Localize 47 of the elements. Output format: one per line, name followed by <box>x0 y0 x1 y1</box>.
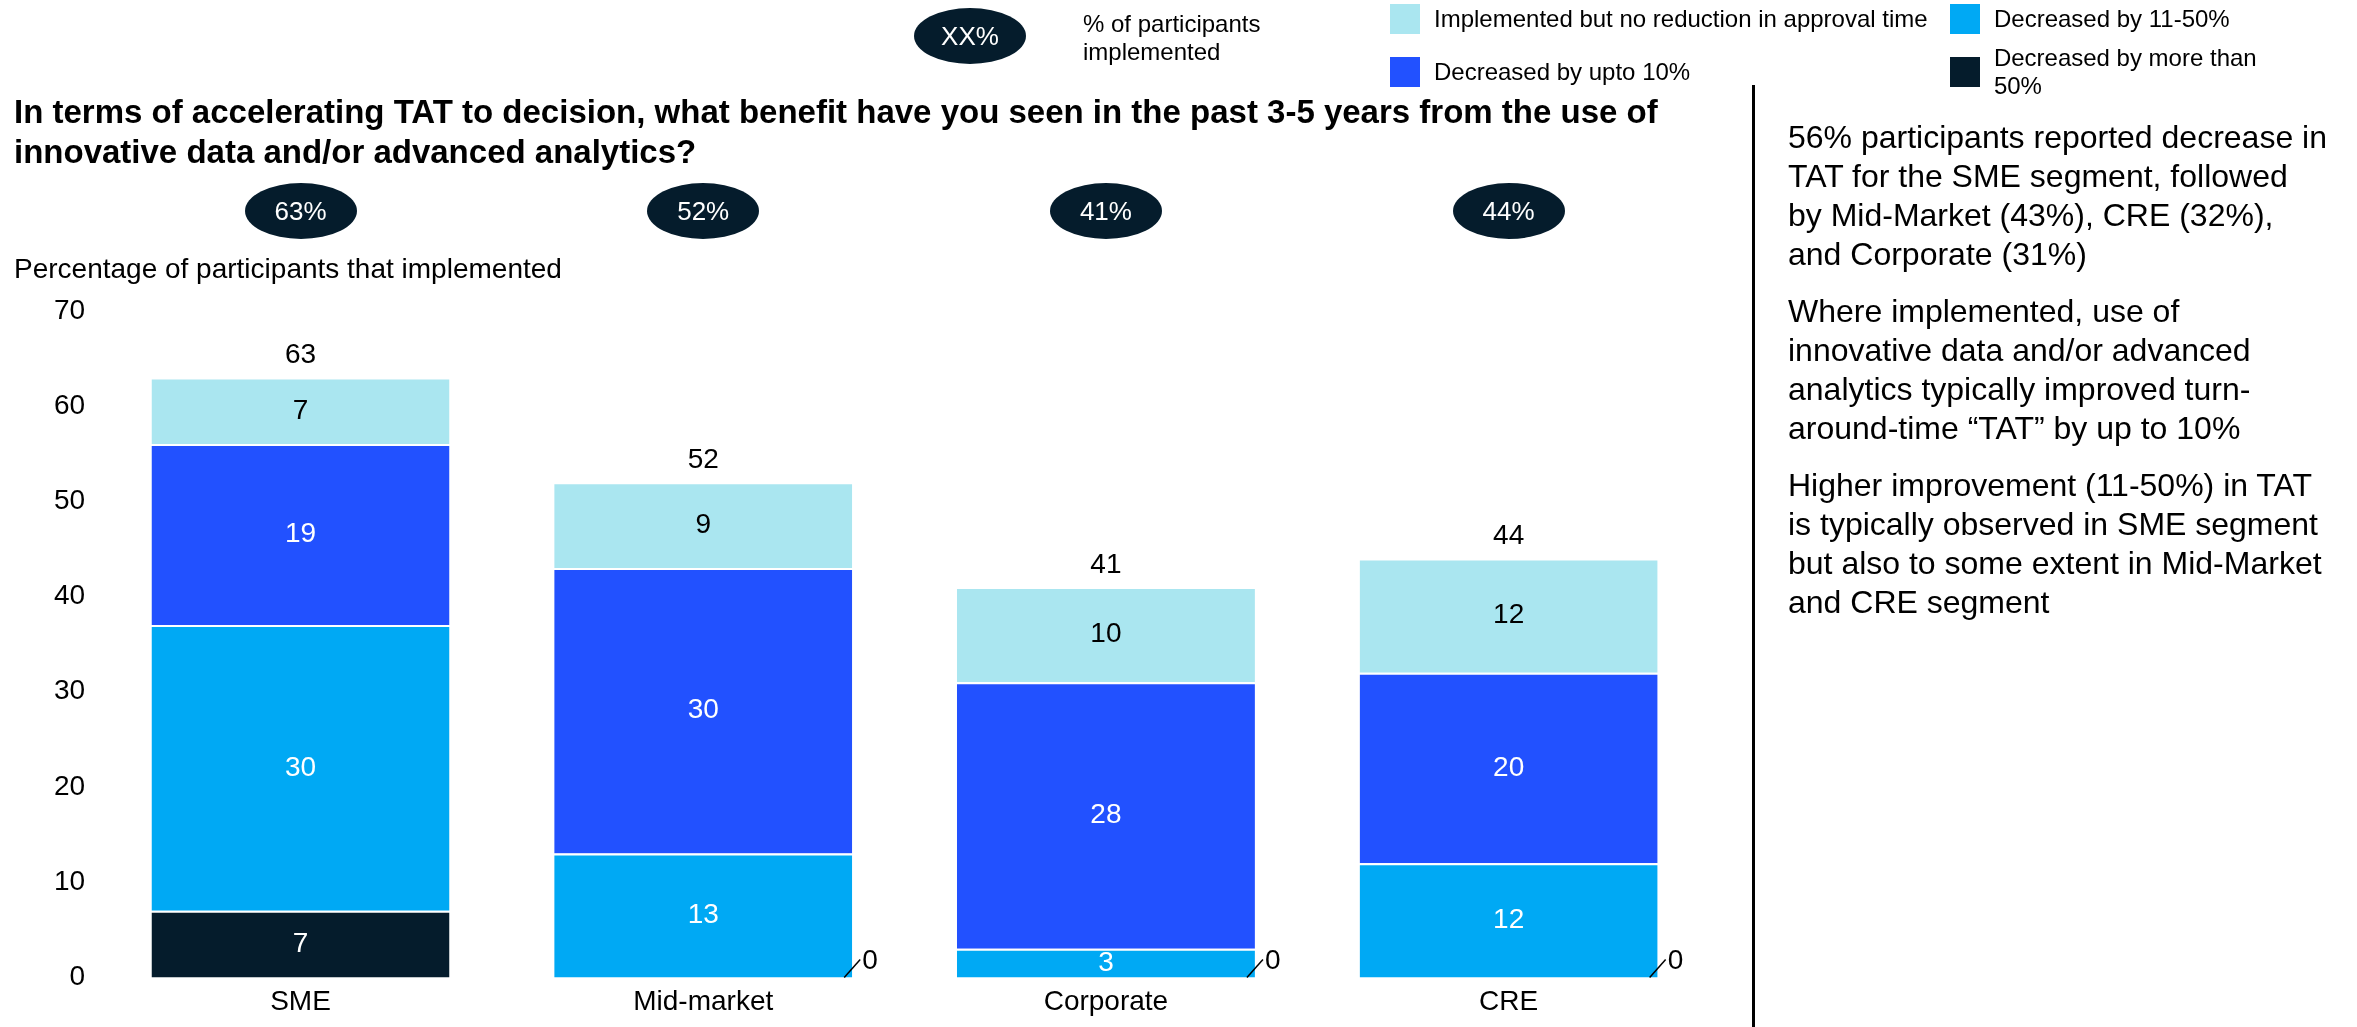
y-tick-label: 20 <box>53 769 86 801</box>
y-tick-label: 0 <box>69 960 86 992</box>
data-label: 7 <box>292 393 309 425</box>
total-label: 52 <box>687 442 719 474</box>
data-label: 12 <box>1493 902 1525 934</box>
text: Higher improvement (11-50%) in TAT is typically observed in SME segment but also to some extent in Mid-Market and CRE segment <box>1788 466 2323 622</box>
x-tick-label: Corporate <box>1043 984 1169 1016</box>
data-label: 30 <box>687 693 719 725</box>
total-label: 63 <box>284 338 317 370</box>
text: 63% <box>244 183 357 239</box>
y-tick-label: 10 <box>53 864 86 896</box>
y-tick-label: 30 <box>53 674 86 706</box>
text: XX% <box>914 8 1026 64</box>
x-tick-label: CRE <box>1479 984 1539 1016</box>
text: 41% <box>1049 183 1162 239</box>
text: % of participants implemented <box>1083 10 1262 66</box>
legend-label: Decreased by more than 50% <box>1993 44 2258 100</box>
data-label: 13 <box>687 898 719 930</box>
y-tick-label: 50 <box>53 483 86 515</box>
x-tick-label: Mid-market <box>633 984 774 1016</box>
text: 56% participants reported decrease in TAT for the SME segment, followed by Mid-Market (43%), CRE (32%), and Corporate (31%) <box>1788 118 2328 274</box>
annotation: 0 <box>1667 944 1684 976</box>
data-label: 7 <box>292 926 309 958</box>
legend-label: Decreased by upto 10% <box>1434 58 1691 86</box>
annotation: 0 <box>862 944 878 976</box>
data-label: 20 <box>1493 750 1525 782</box>
total-label: 41 <box>1090 547 1122 579</box>
legend-label: Implemented but no reduction in approval time <box>1434 5 1928 33</box>
text: Where implemented, use of innovative data and/or advanced analytics typically improved turn-around-time “TAT” by up to 10% <box>1788 292 2252 448</box>
total-label: 44 <box>1493 519 1525 551</box>
data-label: 10 <box>1090 617 1122 649</box>
y-tick-label: 40 <box>53 579 86 611</box>
y-tick-label: 70 <box>53 293 86 325</box>
y-axis-title: Percentage of participants that implemented <box>14 253 562 285</box>
data-label: 30 <box>284 750 317 782</box>
chart-title: In terms of accelerating TAT to decision, what benefit have you seen in the past 3-5 years from the use of innovative data and/or advanced analytics? <box>14 92 1659 172</box>
data-label: 3 <box>1098 945 1114 977</box>
text: 44% <box>1452 183 1565 239</box>
legend-label: Decreased by 11-50% <box>1994 5 2230 33</box>
x-tick-label: SME <box>270 984 331 1016</box>
data-label: 19 <box>284 517 317 549</box>
annotation: 0 <box>1264 944 1281 976</box>
data-label: 12 <box>1493 598 1525 630</box>
text: 52% <box>647 183 760 239</box>
y-tick-label: 60 <box>53 388 86 420</box>
data-label: 28 <box>1090 798 1122 830</box>
data-label: 9 <box>695 507 711 539</box>
